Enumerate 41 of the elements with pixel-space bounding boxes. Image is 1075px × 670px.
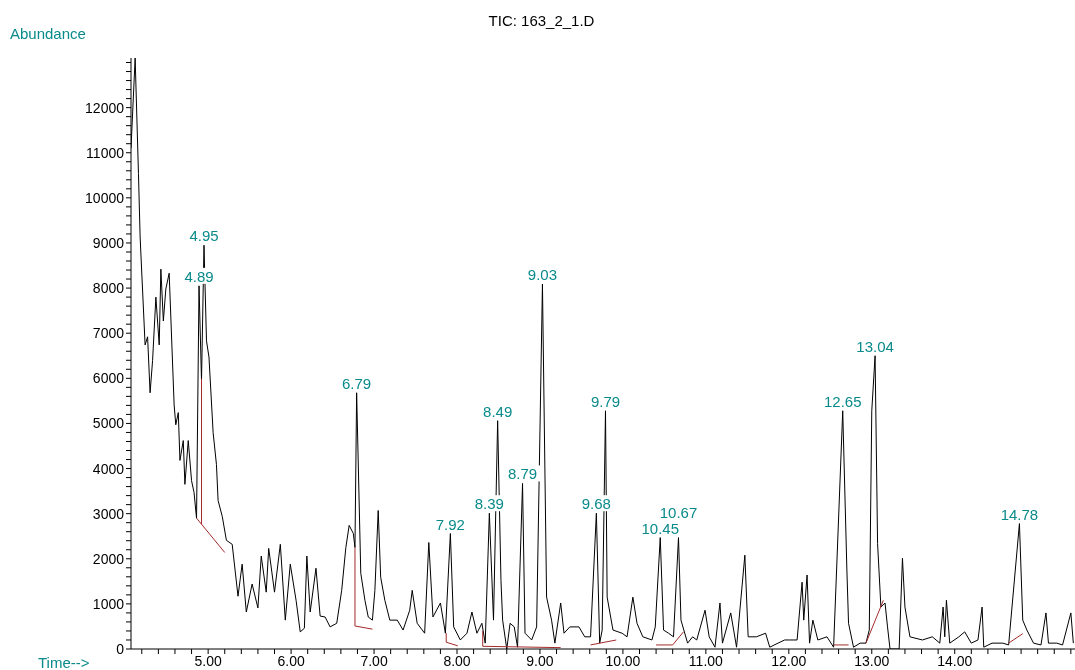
annotation: 6.79 [342, 374, 372, 392]
x-tick-label: 14.00 [937, 652, 973, 669]
y-tick-label: 8000 [92, 280, 125, 297]
y-tick-label: 1000 [92, 595, 125, 612]
x-tick-label: 8.00 [443, 652, 471, 669]
y-tick-label: 2000 [92, 550, 125, 567]
x-tick-label: 6.00 [277, 652, 305, 669]
x-axis-title: Time--> [38, 654, 90, 670]
x-tick-label: 9.00 [526, 652, 554, 669]
annotation: 8.39 [474, 495, 504, 513]
annotation: 12.65 [823, 392, 862, 410]
y-tick-label: 0 [116, 640, 125, 657]
y-tick-label: 5000 [92, 415, 125, 432]
annotation: 4.89 [184, 267, 214, 285]
y-tick-label: 9000 [92, 234, 125, 251]
annotation: 14.78 [1000, 505, 1039, 523]
y-tick-label: 6000 [92, 370, 125, 387]
y-tick-label: 12000 [85, 99, 125, 116]
x-tick-label: 10.00 [605, 652, 641, 669]
x-tick-label: 12.00 [771, 652, 807, 669]
y-tick-label: 10000 [85, 189, 125, 206]
annotation: 7.92 [435, 515, 465, 533]
annotation: 9.79 [590, 392, 621, 410]
annotation: 10.45 [641, 519, 680, 537]
annotation: 8.49 [483, 402, 513, 420]
y-axis-title: Abundance [10, 25, 86, 42]
x-tick-label: 7.00 [360, 652, 388, 669]
annotation: 13.04 [856, 337, 894, 355]
chart-title: TIC: 163_2_1.D [488, 12, 595, 29]
x-tick-label: 11.00 [688, 652, 724, 669]
annotation: 4.95 [189, 227, 219, 245]
y-tick-label: 7000 [92, 325, 125, 342]
annotation: 10.67 [659, 503, 698, 521]
annotation: 9.68 [581, 495, 611, 513]
annotation: 8.79 [507, 465, 538, 483]
y-tick-label: 3000 [92, 505, 125, 522]
x-tick-label: 5.00 [194, 652, 222, 669]
y-tick-label: 11000 [86, 144, 125, 161]
y-tick-label: 4000 [92, 460, 125, 477]
x-tick-label: 13.00 [854, 652, 890, 669]
annotation: 9.03 [527, 266, 558, 284]
